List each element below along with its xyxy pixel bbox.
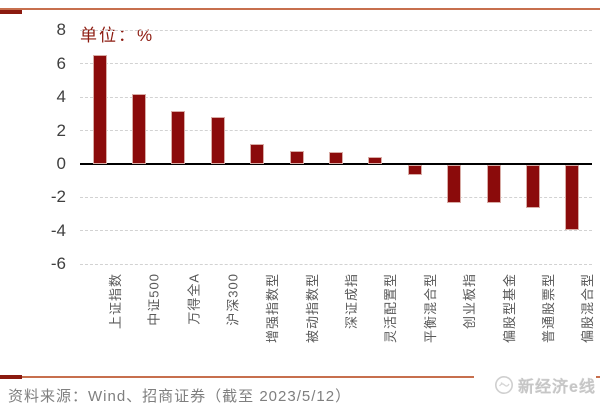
bar-万得全A (171, 110, 186, 164)
gridline-y-2 (80, 130, 592, 132)
bar-上证指数 (92, 55, 107, 164)
y-axis-tick: -4 (50, 220, 66, 240)
category-label: 创业板指 (462, 273, 478, 330)
bar-沪深300 (210, 117, 225, 164)
gridline-y--4 (80, 230, 592, 232)
bottom-divider-line (0, 376, 600, 378)
category-label: 普通股票型 (540, 273, 556, 344)
y-axis-tick: 0 (56, 154, 66, 173)
top-divider-line (0, 8, 600, 10)
category-label: 偏股型基金 (501, 273, 517, 344)
bar-偏股型基金 (486, 165, 501, 204)
unit-label: 单位：% (80, 26, 155, 45)
category-label: 偏股混合型 (580, 273, 596, 344)
x-axis-line (80, 163, 592, 165)
category-label: 深证成指 (344, 273, 359, 330)
bar-创业板指 (447, 165, 462, 204)
category-label: 中证500 (147, 273, 163, 326)
top-divider-accent (0, 10, 22, 14)
bar-中证500 (132, 93, 147, 164)
category-label: 上证指数 (107, 273, 123, 330)
bar-偏股混合型 (565, 165, 580, 231)
bar-普通股票型 (525, 165, 540, 209)
bar-增强指数型 (250, 143, 265, 164)
gridline-y--6 (80, 263, 592, 265)
y-axis-tick: -2 (50, 187, 66, 207)
category-label: 增强指数型 (265, 273, 281, 344)
y-axis-tick: 8 (56, 20, 66, 40)
y-axis-tick: -6 (50, 254, 66, 274)
source-note: 资料来源：Wind、招商证券（截至 2023/5/12） (8, 388, 352, 405)
watermark: 新经济e线 (474, 371, 596, 398)
bar-深证成指 (329, 152, 343, 164)
y-axis-tick: 6 (56, 53, 66, 73)
gridline-y--2 (80, 196, 592, 198)
category-label: 平衡混合型 (422, 273, 438, 344)
gridline-y-6 (80, 63, 592, 65)
gridline-y-4 (80, 96, 592, 98)
y-axis-tick: 2 (56, 120, 66, 140)
y-axis-tick: 4 (56, 87, 66, 107)
bar-平衡混合型 (407, 165, 422, 176)
watermark-logo-icon (495, 375, 514, 394)
category-label: 沪深300 (225, 273, 241, 326)
bar-被动指数型 (289, 150, 304, 164)
watermark-label: 新经济e线 (518, 378, 596, 396)
gridline-y-8 (80, 29, 592, 31)
category-label: 灵活配置型 (383, 273, 399, 344)
bar-灵活配置型 (368, 157, 383, 164)
category-label: 万得全A (186, 273, 202, 325)
bottom-divider-accent (0, 375, 22, 379)
category-label: 被动指数型 (304, 273, 320, 344)
